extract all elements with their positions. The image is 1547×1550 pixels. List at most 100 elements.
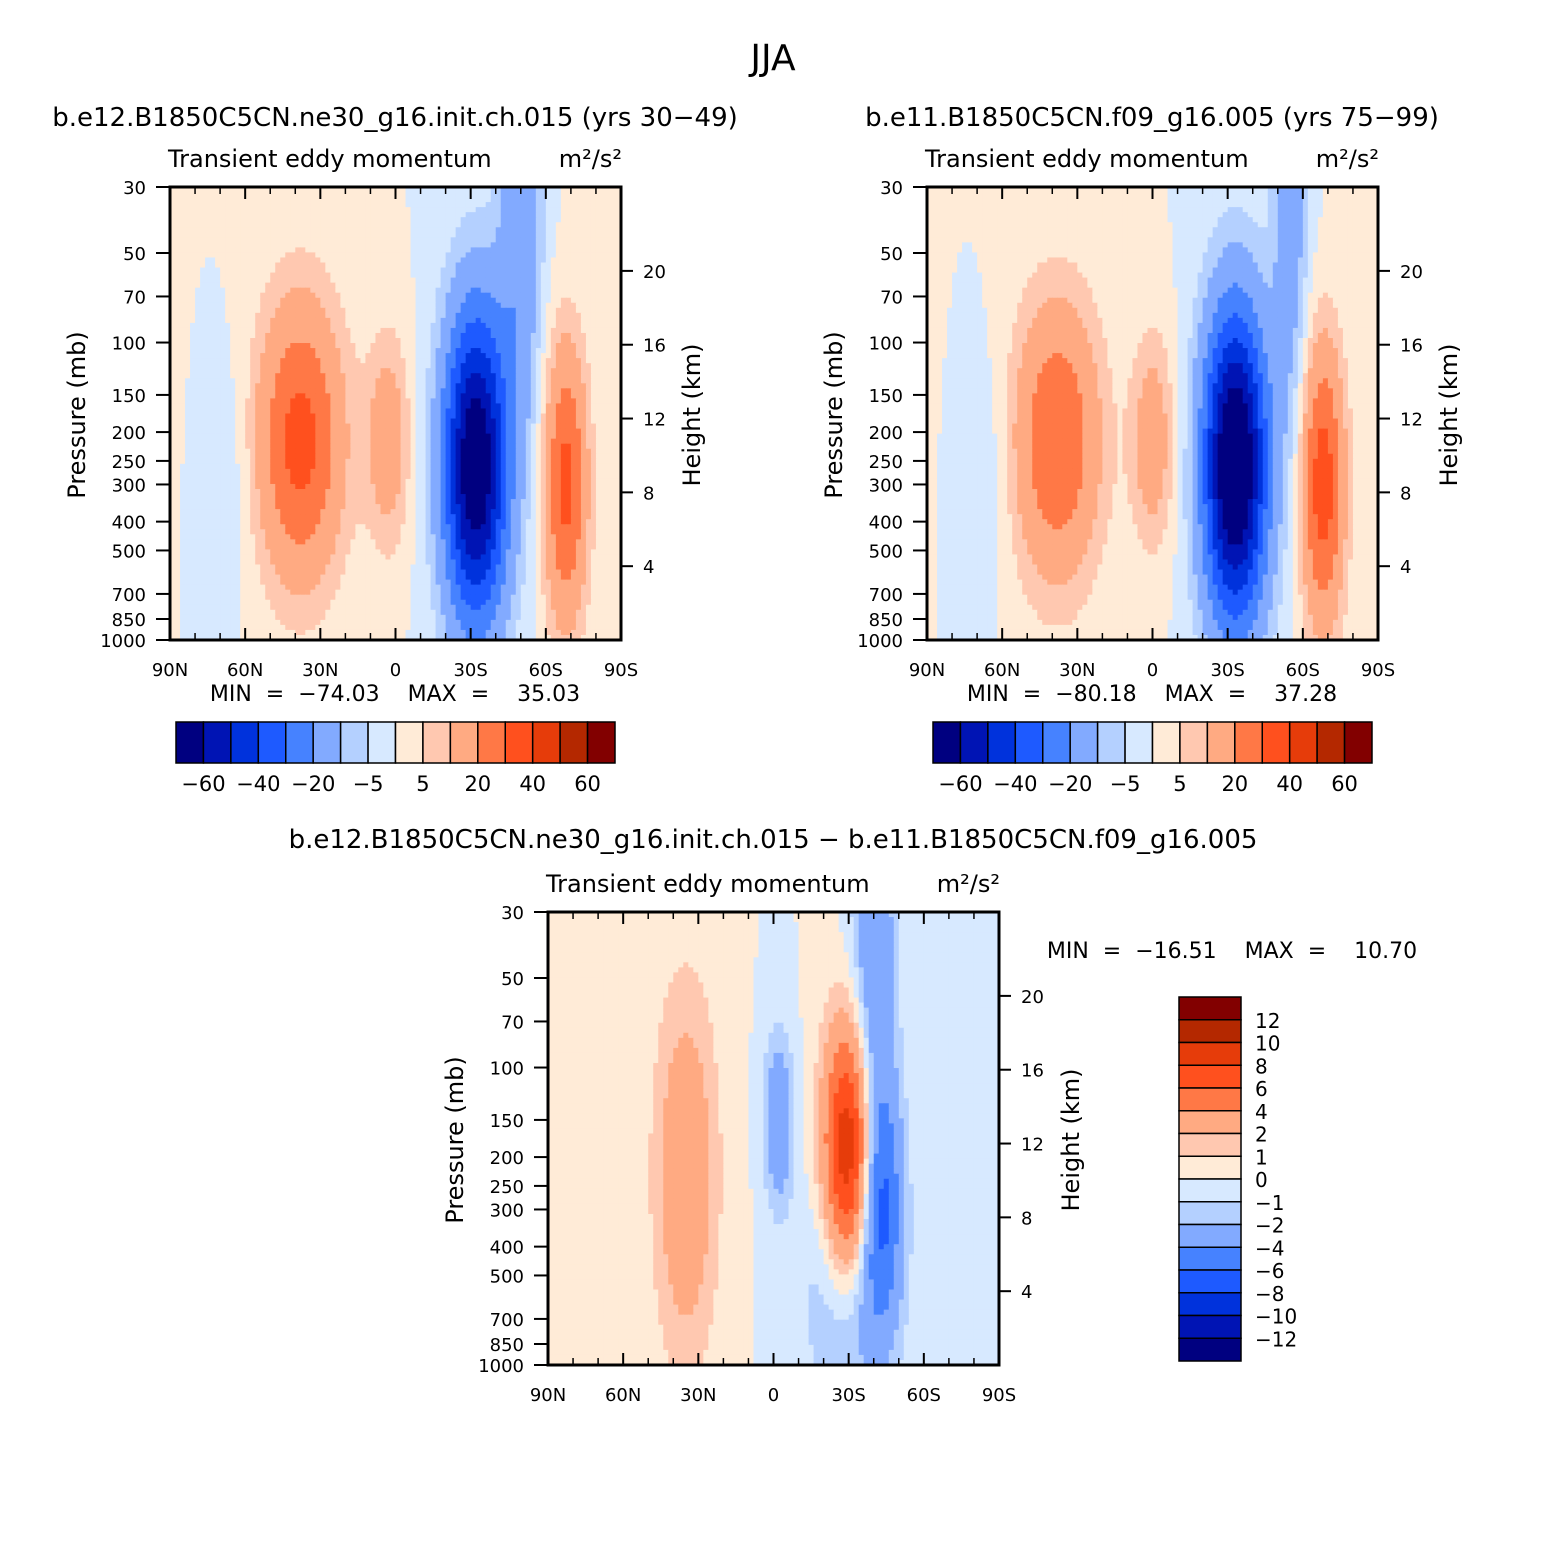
field-cell: [315, 237, 321, 243]
field-cell: [396, 237, 402, 243]
field-cell: [220, 444, 226, 450]
field-cell: [551, 459, 557, 465]
field-cell: [596, 237, 602, 243]
field-cell: [571, 318, 577, 324]
field-cell: [461, 207, 467, 213]
field-cell: [416, 434, 422, 440]
field-cell: [561, 348, 567, 354]
field-cell: [501, 263, 507, 269]
field-cell: [601, 358, 607, 364]
field-cell: [426, 222, 432, 228]
field-cell: [521, 353, 527, 359]
field-cell: [305, 252, 311, 258]
field-cell: [481, 227, 487, 233]
field-cell: [441, 333, 447, 339]
field-cell: [506, 439, 512, 445]
field-cell: [305, 207, 311, 213]
field-cell: [521, 439, 527, 445]
field-cell: [200, 333, 206, 339]
field-cell: [245, 419, 251, 425]
field-cell: [591, 288, 597, 294]
field-cell: [235, 353, 241, 359]
field-cell: [240, 227, 246, 233]
field-cell: [330, 247, 336, 253]
field-cell: [180, 429, 186, 435]
field-cell: [551, 263, 557, 269]
field-cell: [365, 303, 371, 309]
field-cell: [506, 278, 512, 284]
field-cell: [215, 303, 221, 309]
field-cell: [511, 449, 517, 455]
field-cell: [606, 419, 612, 425]
field-cell: [601, 408, 607, 414]
field-cell: [436, 293, 442, 299]
field-cell: [360, 459, 366, 465]
field-cell: [431, 393, 437, 399]
field-cell: [456, 378, 462, 384]
field-cell: [390, 424, 396, 430]
field-cell: [355, 424, 361, 430]
field-cell: [581, 358, 587, 364]
field-cell: [195, 318, 201, 324]
field-cell: [300, 278, 306, 284]
field-cell: [596, 283, 602, 289]
field-cell: [446, 368, 452, 374]
field-cell: [446, 207, 452, 213]
field-cell: [586, 202, 592, 208]
field-cell: [441, 439, 447, 445]
field-cell: [526, 424, 532, 430]
field-cell: [355, 383, 361, 389]
field-cell: [380, 318, 386, 324]
field-cell: [280, 363, 286, 369]
field-cell: [401, 408, 407, 414]
field-cell: [385, 343, 391, 349]
field-cell: [325, 383, 331, 389]
field-cell: [300, 424, 306, 430]
field-cell: [185, 303, 191, 309]
field-cell: [375, 398, 381, 404]
field-cell: [265, 222, 271, 228]
field-cell: [501, 459, 507, 465]
field-cell: [250, 268, 256, 274]
field-cell: [486, 227, 492, 233]
field-cell: [566, 217, 572, 223]
field-cell: [275, 398, 281, 404]
field-cell: [360, 283, 366, 289]
field-cell: [205, 439, 211, 445]
field-cell: [561, 419, 567, 425]
field-cell: [416, 227, 422, 233]
field-cell: [370, 348, 376, 354]
field-cell: [245, 257, 251, 263]
field-cell: [546, 454, 552, 460]
field-cell: [240, 298, 246, 304]
field-cell: [446, 242, 452, 248]
field-cell: [250, 454, 256, 460]
field-cell: [345, 288, 351, 294]
field-cell: [275, 338, 281, 344]
field-cell: [260, 328, 266, 334]
field-cell: [205, 278, 211, 284]
field-cell: [270, 257, 276, 263]
field-cell: [516, 429, 522, 435]
field-cell: [611, 197, 617, 203]
field-cell: [390, 444, 396, 450]
field-cell: [260, 333, 266, 339]
field-cell: [531, 283, 537, 289]
field-cell: [511, 232, 517, 238]
field-cell: [441, 429, 447, 435]
field-cell: [566, 197, 572, 203]
field-cell: [606, 293, 612, 299]
field-cell: [380, 268, 386, 274]
field-cell: [491, 227, 497, 233]
field-cell: [380, 257, 386, 263]
field-cell: [396, 323, 402, 329]
field-cell: [611, 333, 617, 339]
field-cell: [551, 318, 557, 324]
field-cell: [446, 343, 452, 349]
field-cell: [320, 439, 326, 445]
field-cell: [370, 318, 376, 324]
field-cell: [491, 288, 497, 294]
field-cell: [516, 237, 522, 243]
field-cell: [290, 414, 296, 420]
field-cell: [205, 328, 211, 334]
